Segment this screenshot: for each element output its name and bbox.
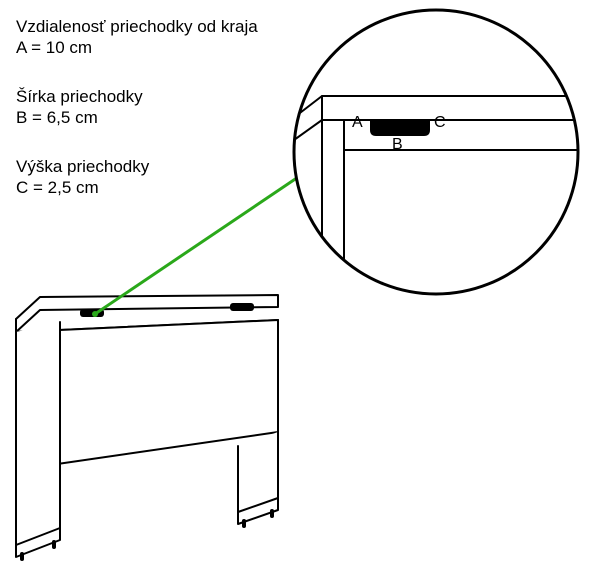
dimension-label-c: C [434,114,446,132]
dimension-label-b: B [392,136,403,154]
dimension-label-a: A [352,114,363,132]
detail-view [294,10,580,300]
technical-diagram [0,0,594,576]
desk-drawing [16,295,278,559]
detail-grommet [370,120,430,136]
desk-grommet-right [230,303,254,311]
